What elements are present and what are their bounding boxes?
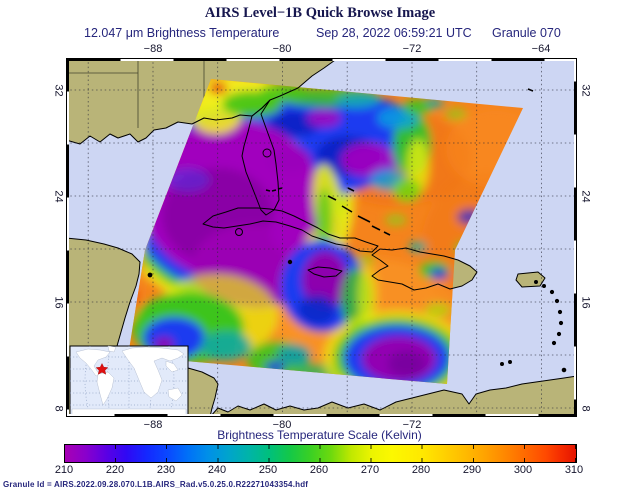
map-frame	[66, 58, 577, 417]
lon-label-bottom: −80	[272, 419, 292, 431]
map-svg	[66, 58, 577, 417]
colorbar	[64, 444, 577, 463]
lat-label-left: 8	[52, 405, 65, 412]
lat-label-right: 32	[579, 84, 592, 97]
colorbar-title: Brightness Temperature Scale (Kelvin)	[217, 428, 422, 442]
lon-label-top: −72	[402, 43, 422, 55]
colorbar-tick-label: 230	[156, 464, 176, 476]
lat-label-right: 8	[579, 405, 592, 412]
inset-world-map	[69, 345, 189, 417]
lon-label-bottom: −88	[143, 419, 163, 431]
colorbar-tick-label: 210	[54, 464, 74, 476]
colorbar-tick-label: 240	[207, 464, 227, 476]
graticule	[66, 58, 577, 417]
colorbar-ticks-bottom	[65, 458, 576, 462]
wavelength-label: 12.047 μm Brightness Temperature	[84, 26, 280, 40]
colorbar-tick-label: 270	[360, 464, 380, 476]
granule-id-footer: Granule Id = AIRS.2022.09.28.070.L1B.AIR…	[3, 480, 309, 489]
colorbar-tick-label: 290	[462, 464, 482, 476]
lon-label-top: −88	[143, 43, 163, 55]
granule-location-star	[95, 363, 109, 375]
lat-label-right: 16	[579, 296, 592, 309]
lon-label-bottom: −72	[402, 419, 422, 431]
colorbar-tick-label: 250	[258, 464, 278, 476]
lat-label-left: 16	[52, 296, 65, 309]
lat-label-left: 32	[52, 84, 65, 97]
lat-label-left: 24	[52, 190, 65, 203]
colorbar-ticks-top	[65, 445, 576, 449]
map-area	[66, 58, 577, 417]
colorbar-tick-label: 310	[564, 464, 584, 476]
colorbar-tick-label: 260	[309, 464, 329, 476]
swath-data-layer	[128, 79, 523, 384]
lon-label-top: −64	[531, 43, 551, 55]
lat-label-right: 24	[579, 190, 592, 203]
page-title: AIRS Level−1B Quick Browse Image	[204, 5, 436, 21]
colorbar-tick-label: 220	[105, 464, 125, 476]
lon-label-top: −80	[272, 43, 292, 55]
colorbar-tick-label: 300	[513, 464, 533, 476]
granule-number-label: Granule 070	[492, 26, 561, 40]
datetime-label: Sep 28, 2022 06:59:21 UTC	[316, 26, 472, 40]
inset-continents	[71, 345, 187, 416]
colorbar-tick-label: 280	[411, 464, 431, 476]
